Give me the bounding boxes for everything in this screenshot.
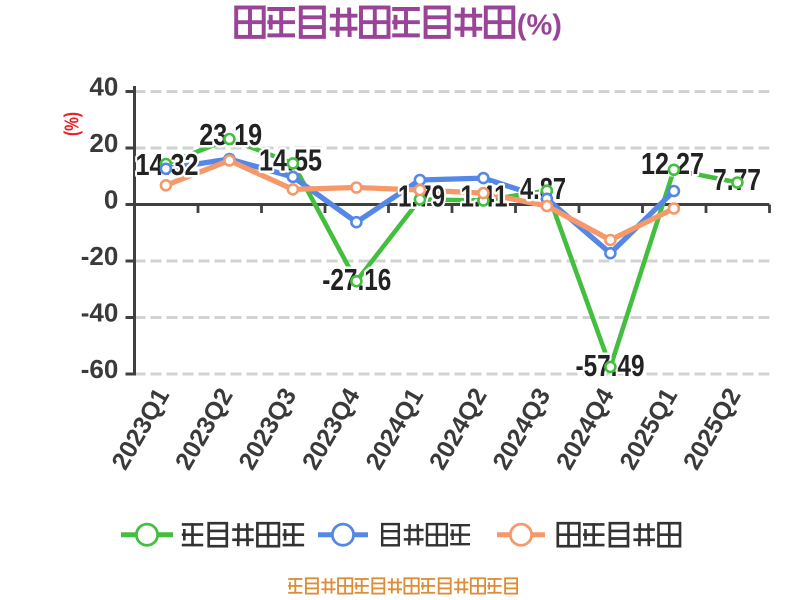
svg-text:23.19: 23.19	[199, 117, 262, 152]
svg-text:-27.16: -27.16	[322, 262, 391, 297]
svg-text:(%): (%)	[61, 112, 83, 136]
svg-text:2024Q2: 2024Q2	[424, 384, 493, 475]
svg-text:40: 40	[89, 72, 118, 102]
svg-text:20: 20	[89, 128, 118, 158]
svg-text:2025Q2: 2025Q2	[678, 384, 747, 475]
svg-text:1.41: 1.41	[461, 179, 508, 214]
svg-text:2023Q2: 2023Q2	[170, 384, 239, 475]
svg-text:2023Q4: 2023Q4	[297, 383, 366, 474]
svg-text:2025Q1: 2025Q1	[614, 383, 683, 474]
svg-text:(%): (%)	[517, 10, 562, 42]
svg-text:2024Q4: 2024Q4	[551, 383, 620, 474]
svg-text:2023Q1: 2023Q1	[106, 383, 175, 474]
svg-text:-20: -20	[81, 241, 119, 271]
svg-text:2023Q3: 2023Q3	[233, 384, 302, 475]
svg-text:0: 0	[104, 185, 118, 215]
svg-text:-40: -40	[81, 298, 119, 328]
svg-text:-60: -60	[81, 354, 119, 384]
svg-text:2024Q1: 2024Q1	[360, 383, 429, 474]
svg-text:2024Q3: 2024Q3	[487, 384, 556, 475]
